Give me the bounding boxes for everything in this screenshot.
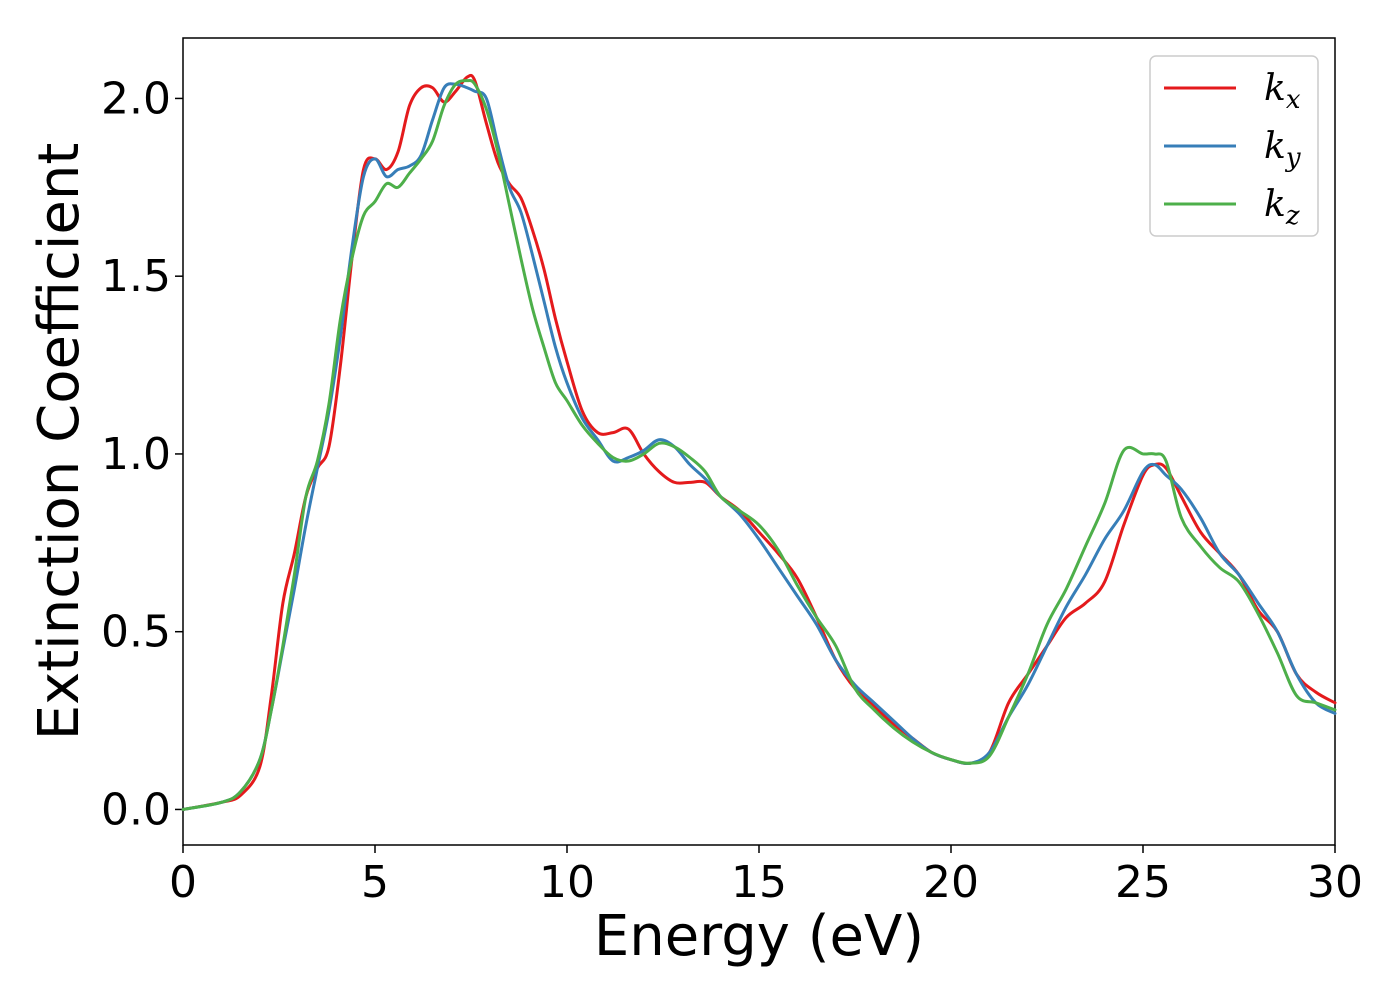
x-tick-label: 25 [1115,857,1171,908]
legend-label-main: k [1264,184,1286,225]
legend-label-kx: kx [1264,68,1301,115]
legend-label-main: k [1264,126,1286,167]
x-tick-label: 10 [539,857,595,908]
x-axis-label: Energy (eV) [594,904,924,969]
x-tick-label: 20 [923,857,979,908]
legend-label-ky: ky [1264,126,1301,173]
y-tick-label: 1.0 [101,429,171,480]
y-axis-label: Extinction Coefficient [27,143,92,741]
legend-label-subscript: y [1285,143,1301,173]
series-layer [181,73,1337,811]
y-tick-label: 2.0 [101,73,171,124]
x-tick-label: 30 [1307,857,1363,908]
y-tick-label: 0.0 [101,784,171,835]
legend-label-kz: kz [1264,184,1300,231]
legend-label-subscript: z [1285,201,1300,231]
x-tick-label: 15 [731,857,787,908]
y-tick-label: 0.5 [101,607,171,658]
series-line-kz [181,79,1337,811]
series-line-ky [181,82,1337,811]
x-tick-label: 5 [361,857,389,908]
x-axis-ticks: 0 5 10 15 20 25 30 [169,845,1363,908]
legend-label-main: k [1264,68,1286,109]
x-tick-label: 0 [169,857,197,908]
y-axis-ticks: 0.0 0.5 1.0 1.5 2.0 [101,73,183,835]
y-tick-label: 1.5 [101,251,171,302]
legend-label-subscript: x [1286,85,1301,115]
